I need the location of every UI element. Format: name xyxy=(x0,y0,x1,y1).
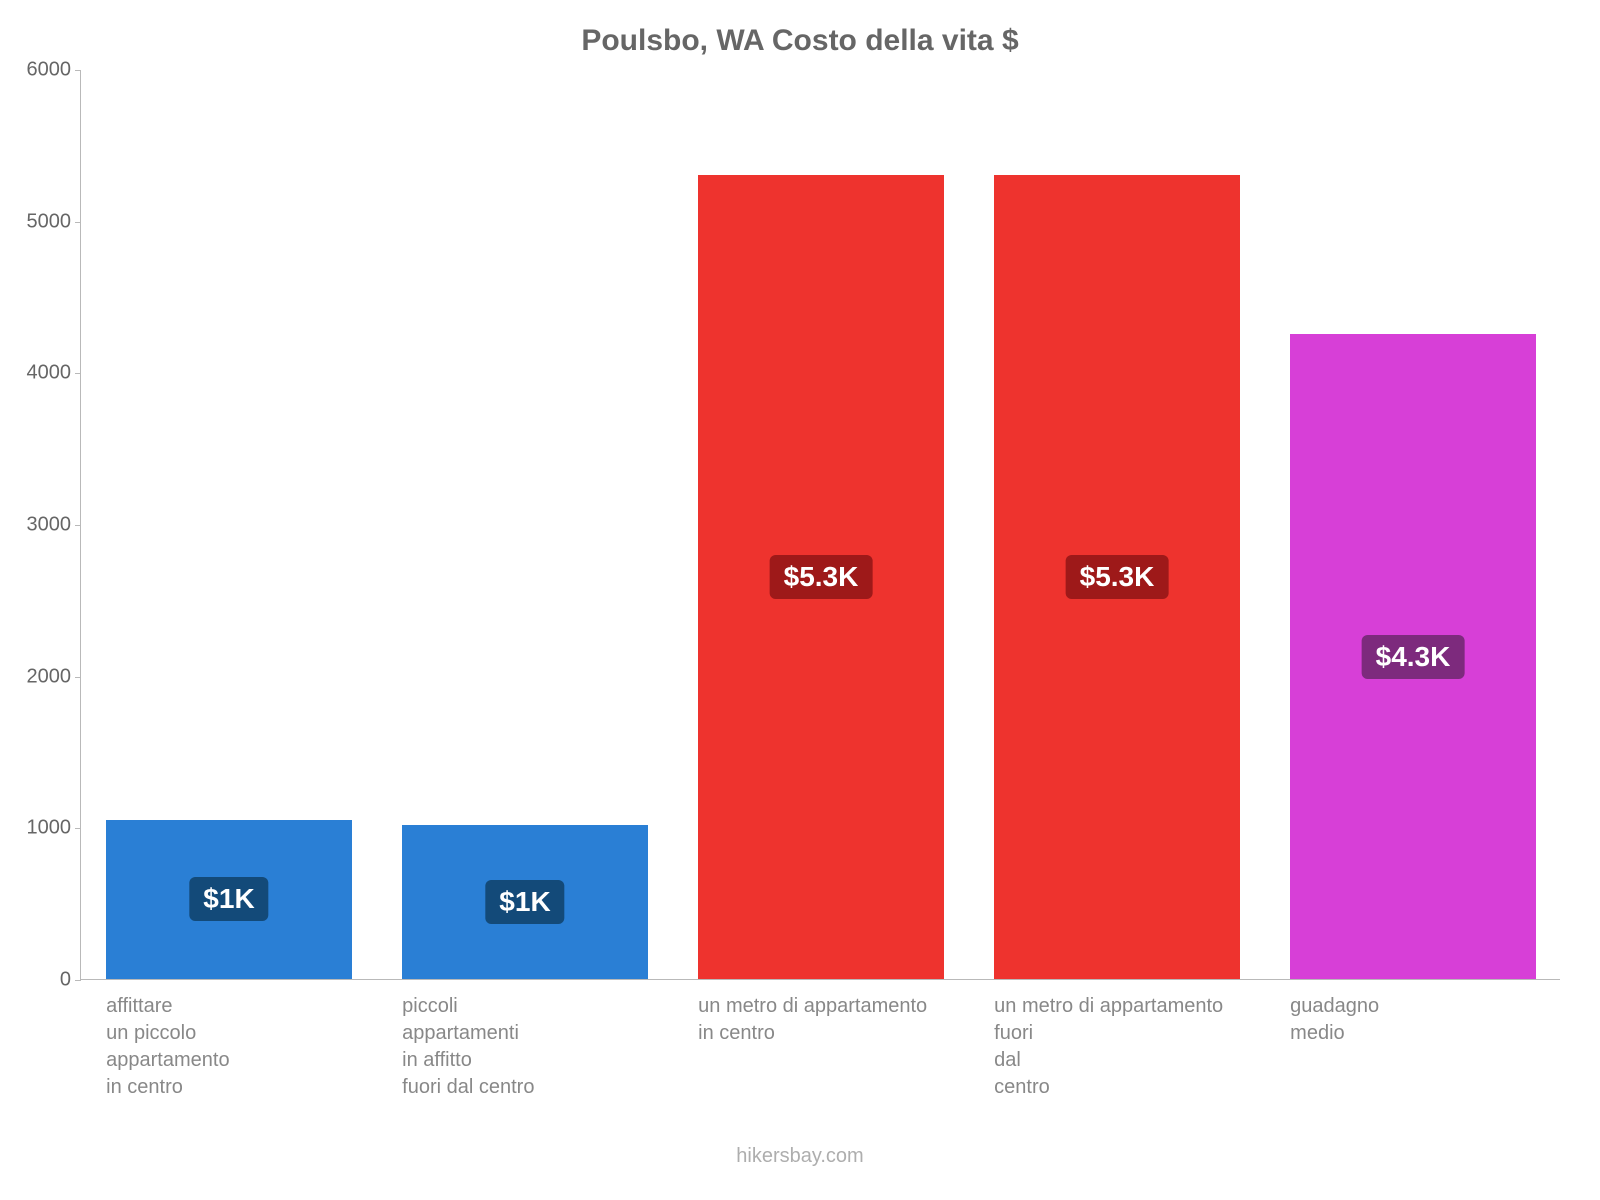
y-tick-label: 4000 xyxy=(11,362,71,385)
bar-value-label: $1K xyxy=(485,880,564,924)
x-category-label: guadagno medio xyxy=(1290,979,1379,1047)
chart-title: Poulsbo, WA Costo della vita $ xyxy=(0,24,1600,58)
bar: $5.3K xyxy=(994,175,1240,979)
bar: $1K xyxy=(106,820,352,979)
y-tick-label: 3000 xyxy=(11,514,71,537)
plot-area: 0100020003000400050006000$1Kaffittare un… xyxy=(80,70,1560,980)
bar-value-label: $5.3K xyxy=(1066,555,1169,599)
x-category-label: un metro di appartamento in centro xyxy=(698,979,927,1047)
cost-of-living-chart: Poulsbo, WA Costo della vita $ 010002000… xyxy=(0,0,1600,1200)
y-tick-label: 1000 xyxy=(11,817,71,840)
x-category-label: un metro di appartamento fuori dal centr… xyxy=(994,979,1223,1101)
y-tick-label: 2000 xyxy=(11,665,71,688)
x-category-label: piccoli appartamenti in affitto fuori da… xyxy=(402,979,534,1101)
bar-value-label: $4.3K xyxy=(1362,635,1465,679)
y-tick-mark xyxy=(75,222,81,223)
y-tick-mark xyxy=(75,525,81,526)
chart-source: hikersbay.com xyxy=(0,1145,1600,1168)
bar: $5.3K xyxy=(698,175,944,979)
y-tick-mark xyxy=(75,70,81,71)
y-tick-mark xyxy=(75,980,81,981)
bar-value-label: $1K xyxy=(189,877,268,921)
bar: $1K xyxy=(402,825,648,979)
y-tick-label: 5000 xyxy=(11,210,71,233)
x-category-label: affittare un piccolo appartamento in cen… xyxy=(106,979,229,1101)
bar: $4.3K xyxy=(1290,334,1536,979)
y-tick-mark xyxy=(75,373,81,374)
y-tick-label: 0 xyxy=(11,969,71,992)
y-tick-mark xyxy=(75,828,81,829)
y-tick-label: 6000 xyxy=(11,59,71,82)
y-tick-mark xyxy=(75,677,81,678)
bar-value-label: $5.3K xyxy=(770,555,873,599)
